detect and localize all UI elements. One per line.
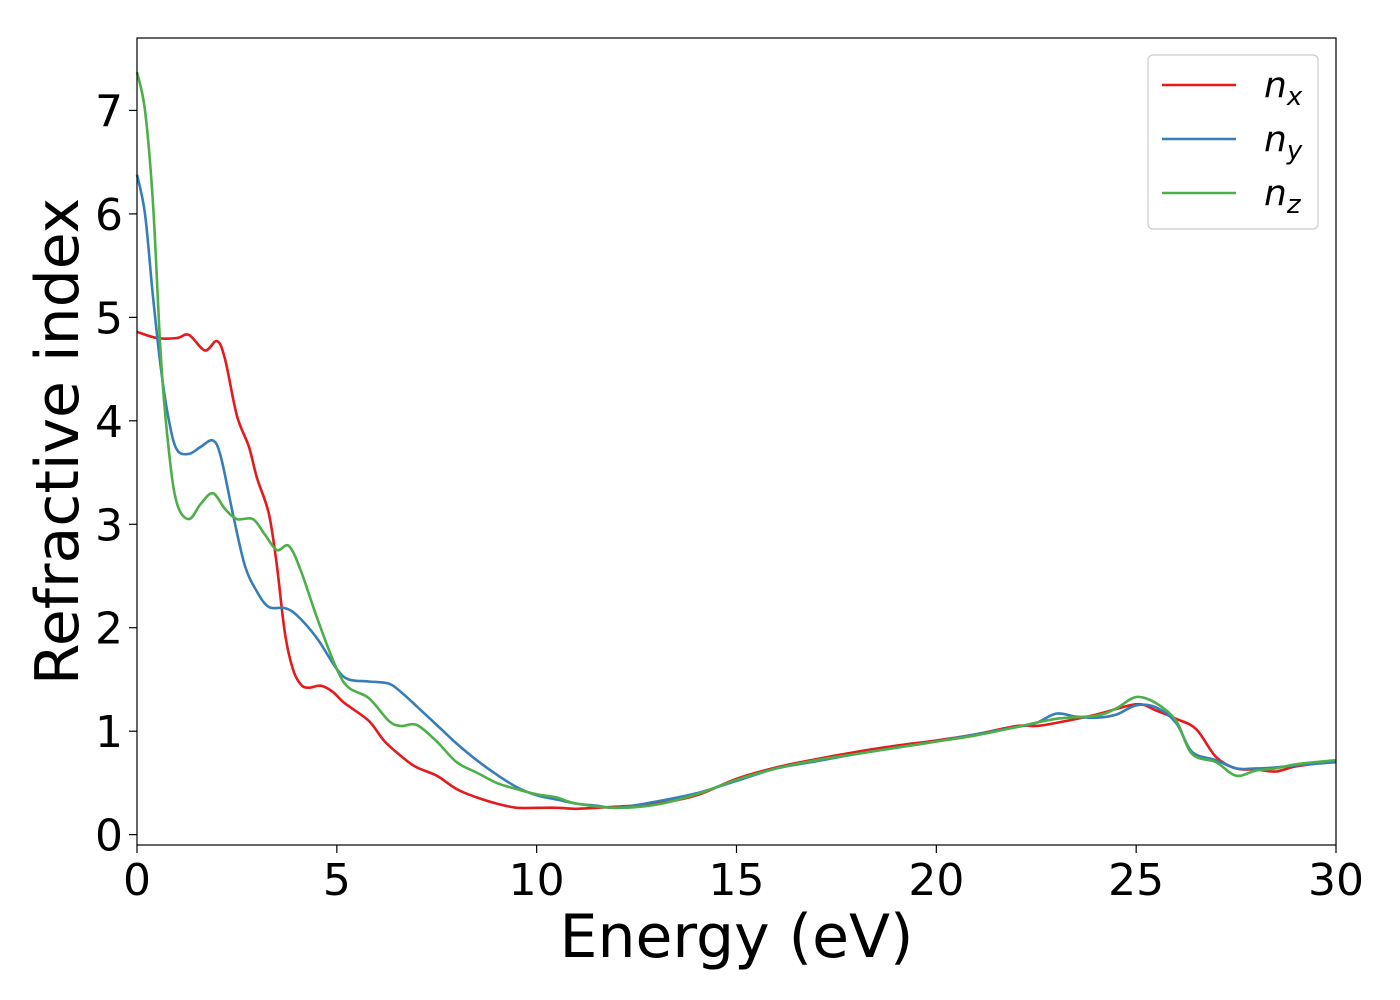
x-tick-label: 20: [908, 855, 964, 906]
legend: nx ny nz: [1147, 54, 1319, 230]
x-axis-label: Energy (eV): [560, 902, 914, 972]
x-tick-label: 25: [1108, 855, 1164, 906]
legend-label-ny: ny: [1264, 119, 1303, 166]
series-layer: [135, 71, 1337, 811]
y-tick-label: 4: [95, 397, 123, 448]
y-tick-label: 0: [95, 811, 123, 862]
x-tick-label: 30: [1308, 855, 1364, 906]
legend-box: [1147, 54, 1319, 230]
legend-label-nz: nz: [1264, 173, 1302, 220]
y-tick-label: 5: [95, 293, 123, 344]
x-tick-label: 5: [323, 855, 351, 906]
x-tick-label: 0: [123, 855, 151, 906]
y-tick-label: 1: [95, 707, 123, 758]
x-tick-label: 10: [509, 855, 565, 906]
legend-label-nx: nx: [1264, 65, 1303, 112]
series-line-nx: [136, 330, 1337, 811]
y-tick-label: 2: [95, 604, 123, 655]
x-tick-label: 15: [709, 855, 765, 906]
y-tick-label: 6: [95, 190, 123, 241]
y-tick-label: 3: [95, 500, 123, 551]
y-axis: 0 1 2 3 4 5 6 7: [95, 86, 137, 862]
series-line-ny: [135, 174, 1337, 810]
y-axis-label: Refractive index: [23, 198, 93, 685]
y-tick-label: 7: [95, 86, 123, 137]
x-axis: 0 5 10 15 20 25 30: [123, 845, 1364, 906]
series-line-nz: [135, 71, 1337, 810]
